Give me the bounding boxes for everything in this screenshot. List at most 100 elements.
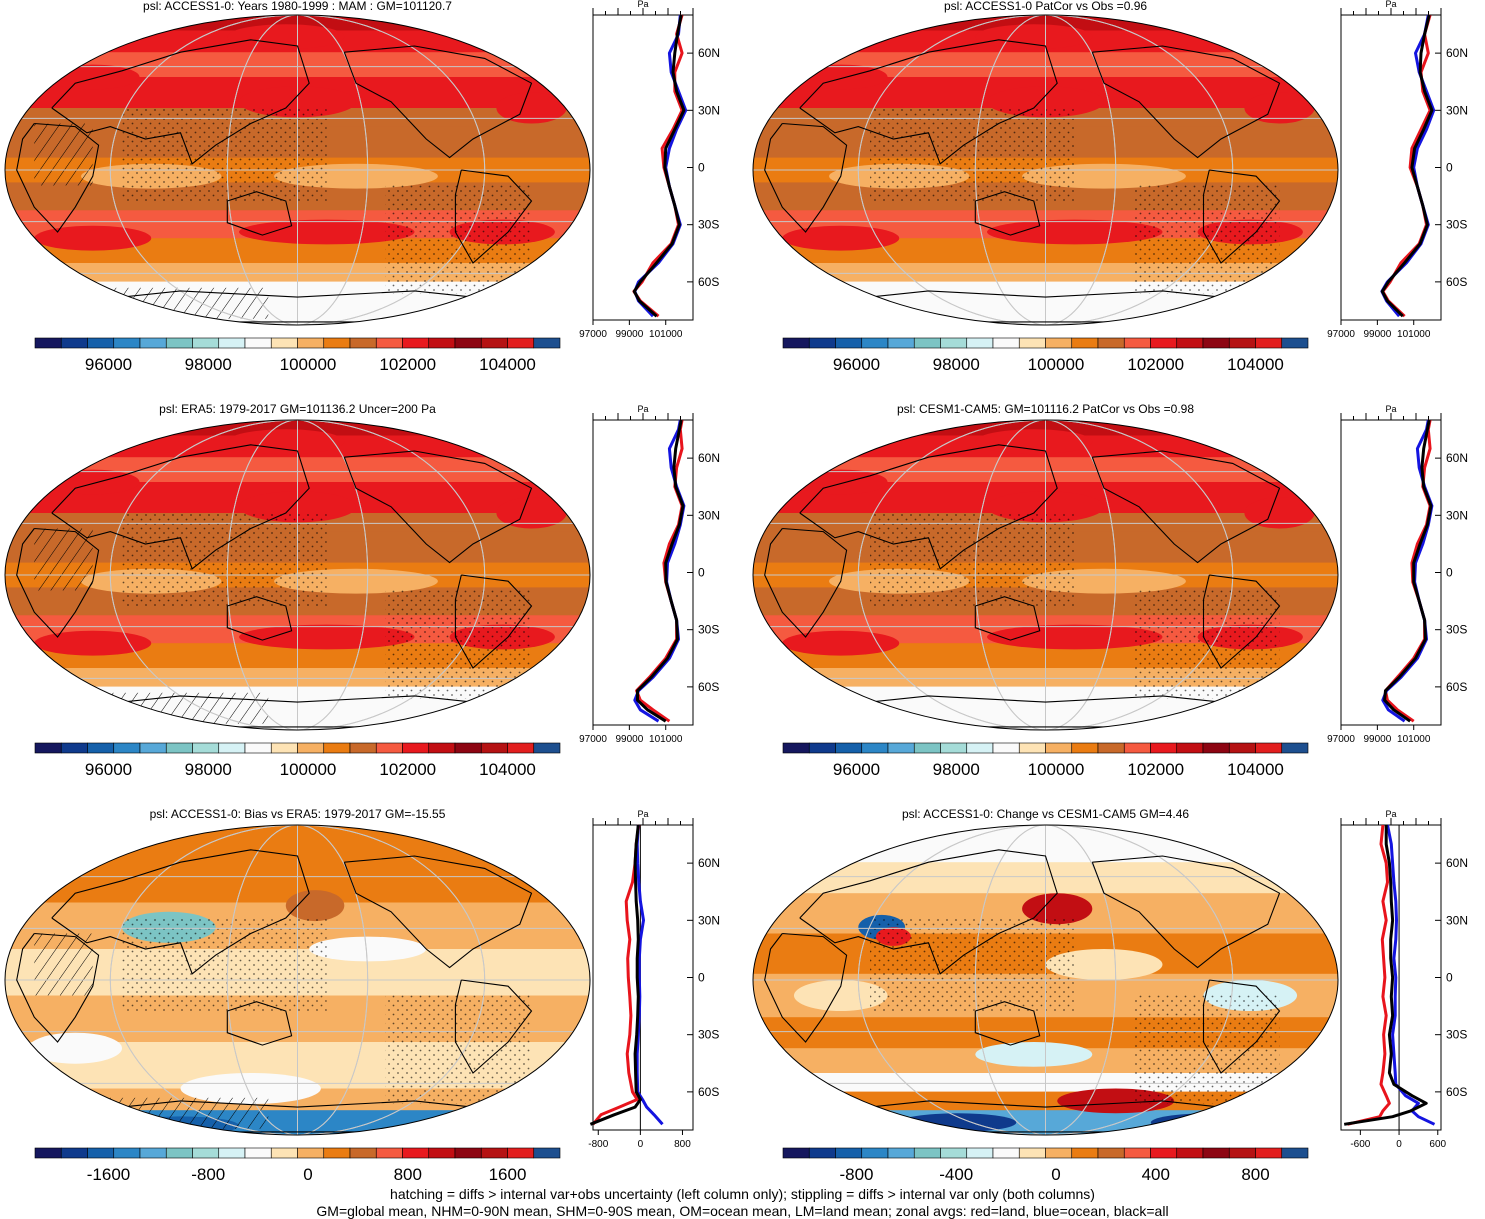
field-blob bbox=[782, 630, 900, 656]
coastline bbox=[974, 191, 1041, 236]
stipple-region bbox=[122, 513, 327, 606]
colorbar-cell bbox=[1150, 742, 1178, 754]
colorbar-cell bbox=[139, 1147, 167, 1159]
x-tick-label: 101000 bbox=[649, 734, 683, 745]
stipple-region bbox=[385, 590, 532, 699]
colorbar-cell bbox=[782, 337, 810, 349]
colorbar-cell bbox=[139, 337, 167, 349]
colorbar-label: 800 bbox=[394, 1165, 422, 1184]
colorbar-cell bbox=[349, 337, 377, 349]
colorbar-cell bbox=[835, 742, 863, 754]
y-tick-label: 30N bbox=[1446, 913, 1468, 927]
y-tick-label: 0 bbox=[698, 161, 705, 175]
colorbar-cell bbox=[1071, 337, 1099, 349]
y-tick-label: 60N bbox=[698, 856, 720, 870]
meridian-gridline bbox=[974, 15, 1117, 325]
colorbar-cell bbox=[454, 1147, 482, 1159]
x-tick-label: 99000 bbox=[615, 734, 643, 745]
colorbar-cell bbox=[402, 1147, 430, 1159]
stipple-region bbox=[1133, 590, 1280, 699]
coastline bbox=[343, 450, 533, 564]
stipple-region bbox=[385, 185, 532, 294]
colorbar-cell bbox=[270, 742, 298, 754]
colorbar-label: 1600 bbox=[489, 1165, 527, 1184]
colorbar-cell bbox=[1228, 1147, 1256, 1159]
coastline bbox=[51, 39, 310, 165]
colorbar-label: 96000 bbox=[833, 355, 880, 374]
colorbar-cell bbox=[402, 742, 430, 754]
colorbar-cell bbox=[165, 1147, 193, 1159]
colorbar-label: 100000 bbox=[1028, 355, 1085, 374]
map-field bbox=[5, 15, 590, 325]
colorbar-cell bbox=[1202, 742, 1230, 754]
colorbar-cell bbox=[480, 337, 508, 349]
colorbar-cell bbox=[297, 1147, 325, 1159]
colorbar-3: 96000 98000 100000 102000 104000 bbox=[34, 742, 561, 779]
colorbar-label: 400 bbox=[1142, 1165, 1170, 1184]
map-field bbox=[753, 15, 1338, 325]
colorbar-cell bbox=[139, 742, 167, 754]
coastline bbox=[799, 444, 1058, 570]
coastline bbox=[454, 979, 533, 1074]
colorbar-cell bbox=[940, 742, 968, 754]
colorbar-label: 100000 bbox=[1028, 760, 1085, 779]
colorbar-label: 104000 bbox=[1227, 355, 1284, 374]
x-tick-label: -600 bbox=[1350, 1139, 1370, 1150]
coastline bbox=[343, 45, 533, 159]
colorbar-5: -1600 -800 0 800 1600 bbox=[34, 1147, 561, 1184]
field-blob bbox=[239, 219, 415, 245]
meridian-gridline bbox=[226, 825, 369, 1135]
colorbar-cell bbox=[375, 1147, 403, 1159]
colorbar-cell bbox=[1202, 1147, 1230, 1159]
x-tick-label: 101000 bbox=[1397, 329, 1431, 340]
colorbar-cell bbox=[454, 742, 482, 754]
y-tick-label: 30S bbox=[1446, 1028, 1467, 1042]
colorbar-cell bbox=[1045, 742, 1073, 754]
y-tick-label: 60N bbox=[698, 46, 720, 60]
coastline bbox=[454, 169, 533, 264]
colorbar-cell bbox=[1255, 1147, 1283, 1159]
colorbar-cell bbox=[480, 1147, 508, 1159]
field-blob bbox=[227, 429, 345, 455]
meridian-gridline bbox=[109, 825, 486, 1135]
colorbar-cell bbox=[480, 742, 508, 754]
unit-label: Pa bbox=[1385, 404, 1396, 414]
zonal-all-line bbox=[589, 824, 642, 1126]
colorbar-cell bbox=[992, 1147, 1020, 1159]
colorbar-cell bbox=[887, 742, 915, 754]
x-tick-label: 97000 bbox=[579, 734, 607, 745]
y-tick-label: 60S bbox=[1446, 275, 1467, 289]
map-panel-1: psl: ACCESS1-0: Years 1980-1999 : MAM : … bbox=[4, 0, 591, 326]
coastline bbox=[1202, 979, 1281, 1074]
colorbar-cell bbox=[507, 1147, 535, 1159]
colorbar-cell bbox=[34, 742, 62, 754]
colorbar-label: 102000 bbox=[379, 760, 436, 779]
colorbar-cell bbox=[1123, 1147, 1151, 1159]
coastline bbox=[1091, 450, 1281, 564]
y-tick-label: 30N bbox=[698, 508, 720, 522]
colorbar-cell bbox=[1150, 337, 1178, 349]
colorbar-cell bbox=[992, 337, 1020, 349]
unit-label: Pa bbox=[637, 0, 648, 9]
y-tick-label: 30N bbox=[698, 103, 720, 117]
zonal-panel-1: Pa 97000 99000 101000 60N 30N 0 30S 60S bbox=[579, 0, 720, 340]
zonal-panel-4: Pa 97000 99000 101000 60N 30N 0 30S 60S bbox=[1327, 404, 1468, 745]
y-tick-label: 30N bbox=[1446, 508, 1468, 522]
y-tick-label: 60N bbox=[1446, 856, 1468, 870]
map-field bbox=[5, 825, 590, 1135]
colorbar-label: 104000 bbox=[1227, 760, 1284, 779]
field-blob bbox=[239, 624, 415, 650]
coastline bbox=[764, 527, 848, 638]
stipple-region bbox=[385, 995, 532, 1104]
y-tick-label: 60N bbox=[1446, 46, 1468, 60]
colorbar-label: 98000 bbox=[933, 355, 980, 374]
coastline bbox=[764, 122, 848, 233]
colorbar-cell bbox=[1176, 1147, 1204, 1159]
colorbar-cell bbox=[1176, 337, 1204, 349]
colorbar-cell bbox=[428, 337, 456, 349]
colorbar-1: 96000 98000 100000 102000 104000 bbox=[34, 337, 561, 374]
x-tick-label: -800 bbox=[588, 1139, 608, 1150]
colorbar-cell bbox=[1097, 337, 1125, 349]
field-blob bbox=[899, 1113, 1017, 1132]
map-panel-6: psl: ACCESS1-0: Change vs CESM1-CAM5 GM=… bbox=[752, 807, 1339, 1136]
